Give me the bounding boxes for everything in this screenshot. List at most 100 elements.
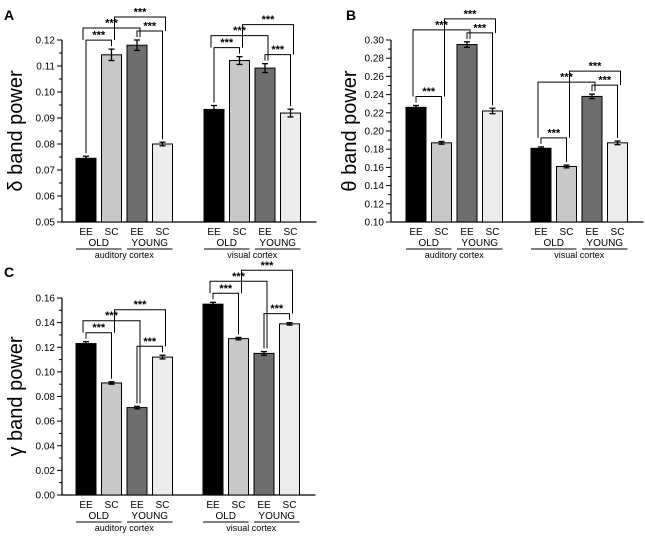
bar <box>253 352 275 496</box>
bar <box>126 44 148 223</box>
bar <box>75 343 97 496</box>
category-label: SC <box>105 227 119 238</box>
significance-bracket <box>212 292 239 335</box>
significance-bracket <box>241 269 293 314</box>
significance-bracket <box>540 137 567 163</box>
category-label: EE <box>258 227 272 238</box>
y-tick-label: 0.18 <box>365 145 385 156</box>
significance-label: *** <box>547 127 561 139</box>
significance-label: *** <box>232 271 246 283</box>
bar <box>254 67 276 223</box>
significance-bracket <box>114 309 166 347</box>
significance-bracket <box>82 320 141 404</box>
bar <box>101 382 122 496</box>
significance-label: *** <box>598 75 612 87</box>
region-label: auditory cortex <box>95 250 155 260</box>
y-tick-label: 0.04 <box>36 441 56 452</box>
age-label: YOUNG <box>586 238 623 249</box>
category-label: SC <box>232 500 246 511</box>
significance-label: *** <box>134 7 148 19</box>
category-label: SC <box>486 227 500 238</box>
category-label: SC <box>156 227 170 238</box>
y-axis-label: θ band power <box>339 70 361 192</box>
bar <box>556 165 577 223</box>
y-tick-label: 0.10 <box>365 218 385 229</box>
category-label: SC <box>233 227 247 238</box>
region-label: visual cortex <box>554 250 605 260</box>
y-tick-label: 0.10 <box>36 88 56 99</box>
y-axis-label: δ band power <box>5 70 27 192</box>
significance-bracket <box>210 35 269 61</box>
y-tick-label: 0.06 <box>36 192 56 203</box>
panel-label: A <box>4 7 14 23</box>
category-label: EE <box>79 500 93 511</box>
bar <box>202 303 224 496</box>
panel-a: A 0.05 0.06 0.07 0.08 0.09 0.10 0.11 0.12 δ band… <box>4 7 317 260</box>
y-tick-label: 0.24 <box>365 90 385 101</box>
significance-label: *** <box>271 44 285 56</box>
y-tick-label: 0.22 <box>365 108 385 119</box>
age-label: YOUNG <box>259 238 296 249</box>
category-label: SC <box>611 227 625 238</box>
y-tick-label: 0.10 <box>36 367 56 378</box>
bar <box>405 106 427 223</box>
category-label: SC <box>435 227 449 238</box>
significance-bracket <box>85 39 112 154</box>
age-label: OLD <box>88 238 109 249</box>
category-label: EE <box>130 500 144 511</box>
region-label: auditory cortex <box>95 523 155 533</box>
bar <box>279 323 300 496</box>
significance-bracket <box>136 345 163 404</box>
category-label: SC <box>284 227 298 238</box>
significance-bracket <box>136 30 163 140</box>
region-label: auditory cortex <box>425 250 485 260</box>
y-tick-label: 0.09 <box>36 114 56 125</box>
y-tick-label: 0.28 <box>365 54 385 65</box>
category-label: EE <box>206 500 220 511</box>
panel-label: C <box>4 264 14 280</box>
y-tick-label: 0.12 <box>36 36 56 47</box>
significance-label: *** <box>219 283 233 295</box>
significance-bracket <box>466 32 493 106</box>
y-tick-label: 0.00 <box>36 491 56 502</box>
significance-label: *** <box>261 260 275 272</box>
significance-label: *** <box>143 21 157 33</box>
significance-bracket <box>444 18 496 97</box>
significance-label: *** <box>589 61 603 73</box>
y-tick-label: 0.14 <box>365 181 385 192</box>
significance-bracket <box>415 96 442 139</box>
bar <box>228 338 249 496</box>
category-label: SC <box>560 227 574 238</box>
age-label: OLD <box>418 238 439 249</box>
bar <box>229 60 250 223</box>
bar <box>203 108 225 223</box>
y-axis-label: γ band power <box>5 336 27 456</box>
y-tick-label: 0.08 <box>36 140 56 151</box>
category-label: EE <box>207 227 221 238</box>
age-label: YOUNG <box>131 238 168 249</box>
significance-bracket <box>569 70 621 138</box>
category-label: EE <box>534 227 548 238</box>
bar <box>581 95 603 223</box>
bar <box>482 110 503 223</box>
y-tick-label: 0.26 <box>365 72 385 83</box>
significance-label: *** <box>464 8 478 20</box>
significance-label: *** <box>262 14 276 26</box>
panel-label: B <box>346 7 356 23</box>
category-label: SC <box>156 500 170 511</box>
age-label: YOUNG <box>461 238 498 249</box>
category-label: EE <box>409 227 423 238</box>
bar <box>280 112 301 223</box>
significance-bracket <box>242 24 294 55</box>
y-tick-label: 0.20 <box>365 127 385 138</box>
y-tick-label: 0.07 <box>36 166 56 177</box>
region-label: visual cortex <box>226 523 277 533</box>
bar <box>152 143 173 223</box>
bar <box>152 356 173 496</box>
y-tick-label: 0.30 <box>365 36 385 47</box>
bar <box>126 407 148 496</box>
y-tick-label: 0.08 <box>36 392 56 403</box>
significance-label: *** <box>473 22 487 34</box>
significance-label: *** <box>270 303 284 315</box>
